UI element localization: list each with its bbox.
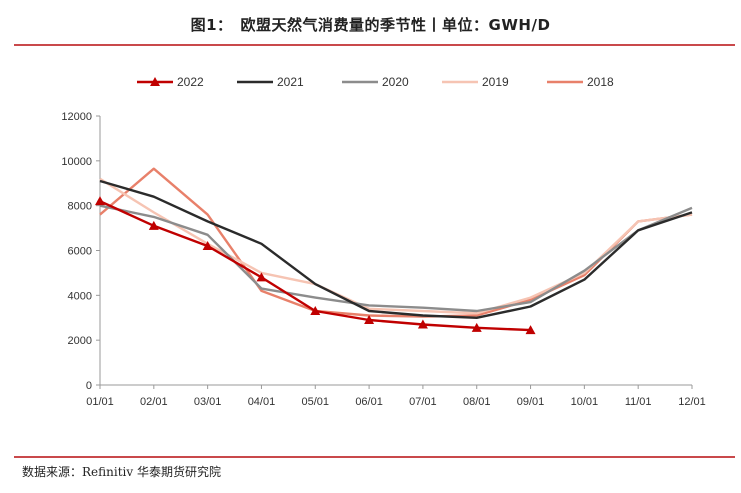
legend: 2022 2021 2020 2019 2018 [137,75,614,89]
data-point-2022 [417,319,428,329]
x-axis: 01/01 02/01 03/01 04/01 05/01 06/01 07/01 08/01… [86,384,706,408]
y-axis: 0 2000 4000 6000 8000 10000 12000 [61,111,101,392]
legend-label-2020: 2020 [382,75,409,89]
series-line-2021 [99,179,693,319]
series-line-2020 [99,204,693,313]
series-line-2018 [99,167,693,318]
data-point-2022 [364,314,375,324]
y-tick-label: 10000 [61,156,92,168]
x-tick-label: 03/01 [194,396,222,408]
x-tick-label: 01/01 [86,396,114,408]
bottom-divider [14,456,735,458]
y-tick-label: 12000 [61,111,92,123]
x-tick-label: 12/01 [678,396,706,408]
data-point-2022 [148,220,159,230]
x-tick-label: 10/01 [571,396,599,408]
x-tick-label: 02/01 [140,396,168,408]
y-tick-label: 6000 [68,246,92,258]
plot-area [95,167,693,335]
x-tick-label: 09/01 [517,396,545,408]
source-note: 数据来源：Refinitiv 华泰期货研究院 [22,465,221,479]
x-tick-label: 07/01 [409,396,437,408]
legend-label-2019: 2019 [482,75,509,89]
top-divider [14,44,735,46]
y-tick-label: 8000 [68,201,92,213]
legend-marker-2022 [150,77,160,86]
legend-label-2021: 2021 [277,75,304,89]
data-point-2022 [95,196,105,206]
x-tick-label: 08/01 [463,396,491,408]
x-tick-label: 05/01 [302,396,330,408]
chart-title: 图1： 欧盟天然气消费量的季节性丨单位：GWH/D [190,16,551,34]
data-point-2022 [310,306,321,316]
y-tick-label: 0 [86,380,92,392]
x-tick-label: 11/01 [625,396,652,408]
data-point-2022 [256,272,267,282]
data-point-2022 [202,241,213,251]
data-point-2022 [525,325,536,335]
legend-label-2018: 2018 [587,75,614,89]
y-tick-label: 4000 [68,290,92,302]
y-tick-label: 2000 [68,335,92,347]
legend-label-2022: 2022 [177,75,204,89]
x-tick-label: 04/01 [248,396,276,408]
data-point-2022 [471,322,482,332]
x-tick-label: 06/01 [355,396,383,408]
line-chart: 2022 2021 2020 2019 2018 0 2000 4000 6000 8000 10… [61,75,706,408]
